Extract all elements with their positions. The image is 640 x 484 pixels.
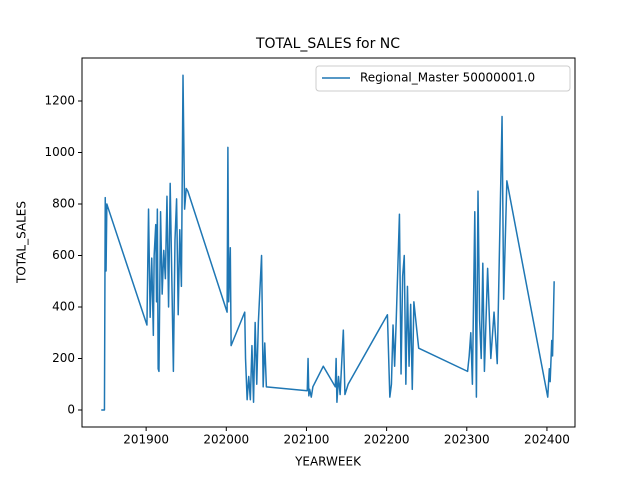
chart-title: TOTAL_SALES for NC xyxy=(255,36,400,52)
x-tick-label: 202100 xyxy=(284,433,330,447)
x-tick-label: 201900 xyxy=(123,433,169,447)
x-axis-label: YEARWEEK xyxy=(294,455,362,469)
legend-box xyxy=(315,65,571,92)
x-tick-label: 202400 xyxy=(524,433,570,447)
y-tick-label: 600 xyxy=(52,248,75,262)
x-tick-label: 202000 xyxy=(203,433,249,447)
y-tick-label: 800 xyxy=(52,197,75,211)
y-tick-label: 0 xyxy=(67,403,75,417)
y-axis-label: TOTAL_SALES xyxy=(15,201,29,284)
x-tick-label: 202300 xyxy=(444,433,490,447)
data-line xyxy=(101,74,555,411)
legend-label: Regional_Master 50000001.0 xyxy=(360,71,535,85)
y-tick-label: 1000 xyxy=(44,145,75,159)
x-tick-label: 202200 xyxy=(364,433,410,447)
y-tick-label: 1200 xyxy=(44,94,75,108)
y-tick-label: 200 xyxy=(52,351,75,365)
plot-frame xyxy=(81,57,576,428)
y-tick-label: 400 xyxy=(52,300,75,314)
